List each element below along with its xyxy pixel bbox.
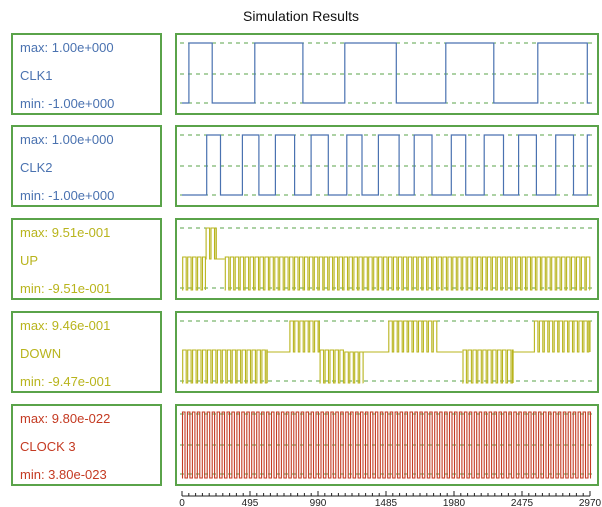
max-label: max: 1.00e+000 <box>20 40 114 55</box>
max-label: max: 1.00e+000 <box>20 132 114 147</box>
signal-name: DOWN <box>20 346 62 361</box>
label-box-down: max: 9.46e-001 DOWN min: -9.47e-001 <box>11 311 162 393</box>
signal-name: UP <box>20 253 39 268</box>
min-label: min: -1.00e+000 <box>20 96 115 111</box>
signal-name: CLK2 <box>20 160 53 175</box>
series-line-clock3 <box>181 411 592 479</box>
series-line-clk2 <box>182 134 590 196</box>
min-label: min: -9.47e-001 <box>20 374 112 389</box>
x-tick-label: 0 <box>179 498 185 507</box>
max-label: max: 9.46e-001 <box>20 318 111 333</box>
plot-panel-clk1 <box>175 33 599 115</box>
x-tick-label: 1980 <box>443 498 466 507</box>
x-tick-label: 495 <box>242 498 259 507</box>
series-line-up <box>182 227 591 291</box>
max-label: max: 9.51e-001 <box>20 225 111 240</box>
min-label: min: -9.51e-001 <box>20 281 112 296</box>
label-box-clk1: max: 1.00e+000 CLK1 min: -1.00e+000 <box>11 33 162 115</box>
label-box-clk2: max: 1.00e+000 CLK2 min: -1.00e+000 <box>11 125 162 207</box>
max-label: max: 9.80e-022 <box>20 411 111 426</box>
series-line-down <box>182 320 591 384</box>
signal-name: CLOCK 3 <box>20 439 76 454</box>
x-tick-label: 2475 <box>511 498 534 507</box>
chart-title: Simulation Results <box>243 8 359 24</box>
signal-name: CLK1 <box>20 68 53 83</box>
x-tick-label: 1485 <box>375 498 398 507</box>
min-label: min: 3.80e-023 <box>20 467 107 482</box>
x-tick-label: 2970 <box>579 498 602 507</box>
min-label: min: -1.00e+000 <box>20 188 115 203</box>
series-line-clk1 <box>182 42 590 104</box>
label-box-clock3: max: 9.80e-022 CLOCK 3 min: 3.80e-023 <box>11 404 162 486</box>
x-tick-label: 990 <box>310 498 327 507</box>
label-box-up: max: 9.51e-001 UP min: -9.51e-001 <box>11 218 162 300</box>
